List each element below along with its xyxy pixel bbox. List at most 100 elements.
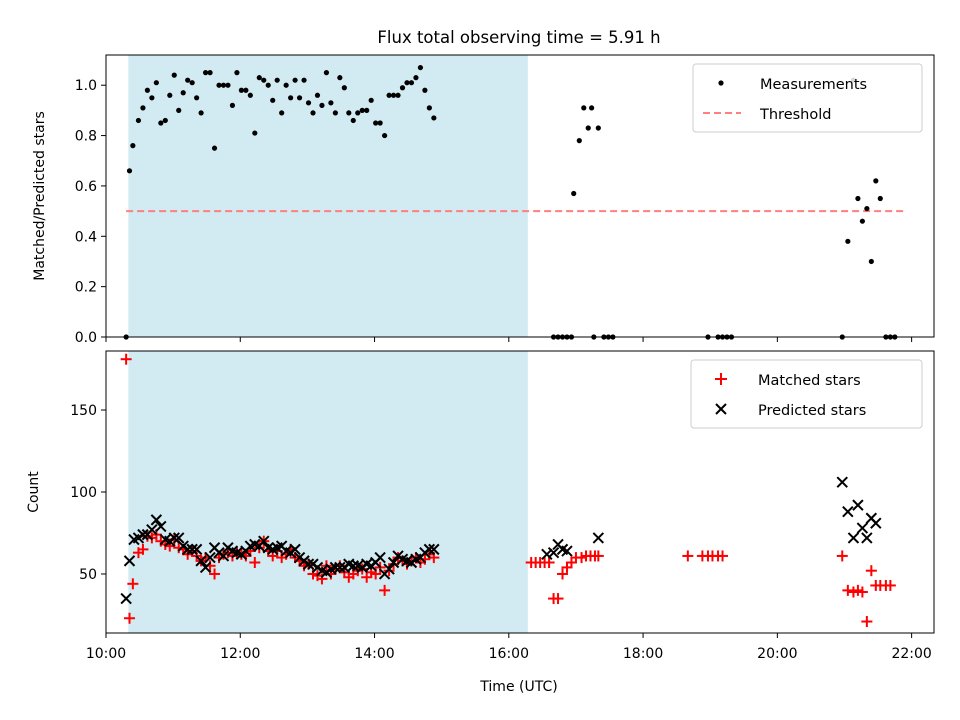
measurement-point	[323, 70, 330, 76]
predicted-star-point	[852, 499, 864, 511]
measurement-point	[171, 72, 177, 78]
predicted-star-point	[195, 555, 207, 567]
predicted-star-point	[289, 543, 301, 556]
measurement-point	[252, 130, 258, 136]
measurement-point	[198, 110, 204, 116]
matched-star-point	[120, 353, 132, 365]
measurement-point	[176, 107, 182, 113]
measurement-point	[211, 145, 218, 151]
measurement-point	[283, 82, 289, 88]
measurement-point	[868, 258, 874, 265]
bottom-axes-frame	[105, 350, 935, 634]
chart-title: Flux total observing time = 5.91 h	[377, 28, 660, 47]
measurement-point	[126, 168, 133, 174]
matched-star-point	[249, 557, 261, 568]
measurement-point	[189, 80, 195, 86]
predicted-star-point	[168, 532, 180, 544]
matched-star-point	[592, 550, 604, 562]
x-tick-label: 14:00	[354, 646, 394, 662]
measurement-point	[135, 117, 142, 124]
measurement-point	[238, 87, 244, 93]
top-legend: Measurements Threshold	[692, 63, 923, 133]
legend-predicted-label: Predicted stars	[758, 403, 866, 419]
measurement-point	[202, 70, 209, 76]
measurement-point	[373, 120, 379, 126]
predicted-star-point	[870, 517, 882, 529]
matched-star-point	[682, 550, 694, 562]
predicted-star-point	[861, 532, 873, 544]
x-axis-label: Time (UTC)	[479, 679, 557, 695]
measurement-point	[431, 115, 437, 121]
predicted-star-point	[428, 543, 440, 556]
matched-star-point	[842, 584, 854, 596]
matched-star-point	[865, 565, 877, 577]
predicted-star-point	[847, 532, 860, 544]
predicted-star-point	[190, 543, 203, 556]
matched-star-point	[836, 550, 848, 562]
legend-matched-label: Matched stars	[758, 373, 861, 389]
bottom-y-tick-label: 150	[70, 403, 97, 419]
legend-measurements-label: Measurements	[760, 77, 867, 93]
matched-star-point	[123, 612, 135, 624]
measurement-point	[319, 102, 325, 108]
measurement-point	[144, 87, 150, 93]
measurement-point	[265, 82, 271, 88]
legend-predicted-marker	[715, 403, 727, 415]
measurement-point	[417, 64, 424, 71]
predicted-star-point	[120, 592, 132, 605]
measurement-point	[207, 70, 213, 76]
bottom-y-axis-label: Count	[26, 471, 42, 513]
bottom-y-tick-label: 100	[70, 485, 97, 501]
top-y-tick-label: 0.0	[75, 330, 97, 346]
observing-window-shade	[128, 55, 528, 337]
measurement-point	[314, 92, 321, 98]
matched-star-point	[316, 573, 328, 585]
predicted-star-point	[173, 532, 185, 544]
measurement-point	[194, 95, 200, 101]
predicted-star-point	[592, 532, 605, 544]
matched-star-point	[856, 586, 868, 598]
measurement-point	[571, 190, 577, 197]
predicted-star-point	[383, 563, 395, 575]
matched-star-point	[557, 568, 569, 580]
measurement-point	[413, 75, 419, 81]
measurement-point	[167, 92, 173, 98]
predicted-star-point	[123, 555, 136, 567]
counts-panel: 50 100 150 10:00 12:00 14:00 16:00 18:00 20:00 2…	[26, 350, 935, 695]
top-y-tick-label: 0.8	[75, 129, 97, 145]
top-y-tick-label: 0.6	[75, 179, 97, 195]
measurement-point	[346, 110, 352, 116]
bottom-y-tick-label: 50	[79, 567, 97, 583]
measurement-point	[274, 77, 280, 83]
predicted-star-point	[423, 543, 436, 556]
measurement-point	[845, 238, 851, 244]
predicted-star-point	[842, 505, 854, 518]
matched-star-point	[884, 579, 896, 591]
measurement-point	[243, 87, 249, 93]
matched-star-point	[209, 568, 221, 580]
predicted-star-point	[541, 548, 553, 561]
measurement-point	[256, 75, 262, 81]
measurement-point	[225, 82, 231, 88]
measurement-point	[368, 97, 374, 103]
measurement-point	[877, 195, 883, 202]
matched-star-point	[379, 584, 391, 596]
measurement-point	[855, 195, 861, 202]
predicted-star-point	[150, 514, 163, 526]
measurement-point	[288, 95, 294, 101]
matched-star-point	[861, 616, 873, 628]
top-y-axis-label: Matched/Predicted stars	[32, 111, 48, 281]
measurement-point	[216, 82, 222, 88]
measurement-point	[140, 105, 146, 111]
predicted-star-point	[561, 545, 573, 557]
measurement-point	[296, 95, 303, 101]
measurement-point	[261, 77, 267, 83]
x-tick-label: 12:00	[220, 646, 260, 662]
observing-window-shade	[128, 351, 528, 633]
predicted-star-point	[856, 522, 869, 534]
measurement-point	[341, 85, 347, 91]
measurement-point	[149, 95, 155, 101]
measurement-point	[399, 85, 406, 91]
measurement-point	[364, 107, 370, 113]
